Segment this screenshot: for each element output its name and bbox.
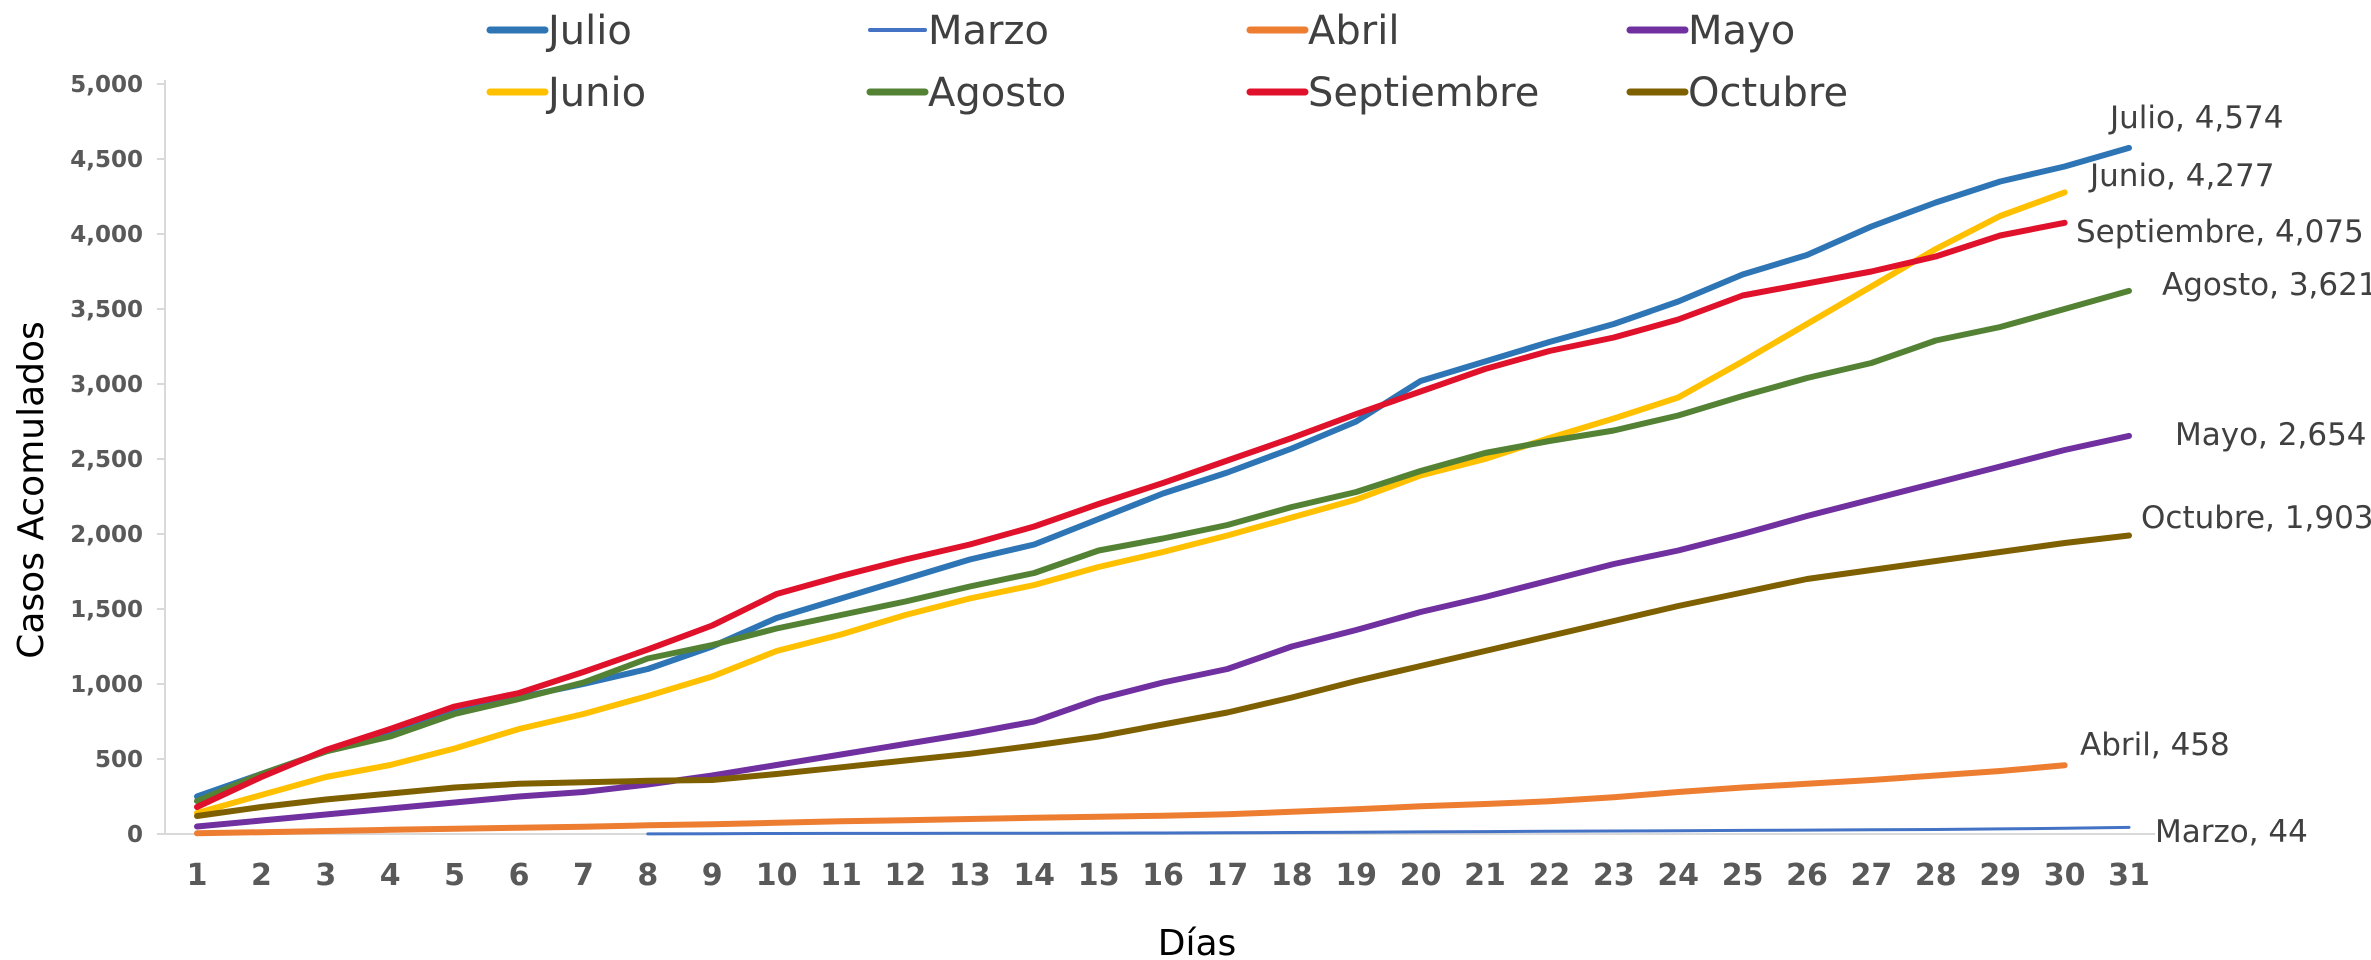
x-tick-label: 11 [820, 858, 862, 893]
legend-label: Julio [545, 8, 632, 54]
series-lines [194, 144, 2132, 837]
data-label-octubre: Octubre, 1,903 [2141, 500, 2371, 536]
data-label-marzo: Marzo, 44 [2155, 814, 2308, 850]
x-tick-label: 7 [573, 858, 594, 893]
legend-item-abril: Abril [1246, 8, 1399, 54]
legend-item-septiembre: Septiembre [1246, 70, 1539, 116]
legend-label: Mayo [1688, 8, 1795, 54]
legend-label: Abril [1308, 8, 1399, 54]
legend-item-junio: Junio [486, 70, 646, 116]
series-line-octubre [194, 532, 2132, 819]
series-line-septiembre [194, 219, 2068, 810]
series-line-abril [194, 762, 2068, 837]
legend-item-marzo: Marzo [868, 8, 1049, 54]
x-tick-label: 5 [444, 858, 465, 893]
legend: Julio Marzo Abril Mayo Junio Agosto Septiembre… [486, 8, 1848, 116]
y-tick-label: 1,500 [70, 597, 143, 623]
data-label-abril: Abril, 458 [2080, 727, 2230, 763]
y-tick-label: 1,000 [70, 672, 143, 698]
x-tick-label: 29 [1979, 858, 2021, 893]
y-tick-label: 0 [127, 822, 143, 848]
x-tick-label: 9 [702, 858, 723, 893]
x-tick-label: 8 [637, 858, 658, 893]
x-tick-label: 27 [1851, 858, 1893, 893]
legend-label: Junio [545, 70, 646, 116]
data-label-junio: Junio, 4,277 [2088, 158, 2274, 194]
x-tick-label: 10 [756, 858, 798, 893]
y-tick-label: 3,500 [70, 297, 143, 323]
series-line-agosto [194, 287, 2132, 804]
x-tick-label: 2 [251, 858, 272, 893]
legend-item-octubre: Octubre [1626, 70, 1848, 116]
x-tick-label: 20 [1400, 858, 1442, 893]
x-tick-label: 30 [2044, 858, 2086, 893]
x-tick-label: 31 [2108, 858, 2150, 893]
legend-label: Octubre [1688, 70, 1848, 116]
data-label-julio: Julio, 4,574 [2108, 100, 2283, 136]
x-tick-label: 17 [1207, 858, 1249, 893]
series-line-mayo [194, 432, 2132, 830]
x-tick-label: 18 [1271, 858, 1313, 893]
y-tick-label: 3,000 [70, 372, 143, 398]
x-tick-label: 13 [949, 858, 991, 893]
y-axis: 0 500 1,000 1,500 2,000 2,500 3,000 3,500 4,000 4… [70, 72, 166, 848]
x-tick-label: 19 [1335, 858, 1377, 893]
y-tick-label: 2,500 [70, 447, 143, 473]
data-label-agosto: Agosto, 3,621 [2162, 267, 2371, 303]
x-tick-label: 21 [1464, 858, 1506, 893]
x-tick-label: 23 [1593, 858, 1635, 893]
x-tick-label: 1 [187, 858, 208, 893]
y-tick-label: 500 [95, 747, 143, 773]
x-axis-label: Días [1158, 923, 1237, 960]
x-tick-label: 25 [1722, 858, 1764, 893]
x-tick-label: 3 [315, 858, 336, 893]
data-label-mayo: Mayo, 2,654 [2175, 417, 2367, 453]
x-tick-label: 14 [1013, 858, 1055, 893]
x-tick-label: 16 [1142, 858, 1184, 893]
series-line-junio [194, 189, 2068, 816]
y-tick-label: 4,000 [70, 222, 143, 248]
x-tick-label: 26 [1786, 858, 1828, 893]
y-tick-label: 5,000 [70, 72, 143, 98]
y-axis-label: Casos Acomulados [11, 321, 52, 659]
legend-label: Septiembre [1308, 70, 1539, 116]
x-axis: 1 2 3 4 5 6 7 8 9 10 11 12 13 14 15 16 17 18 19 20 21 22 23 24 2… [165, 833, 2155, 893]
series-line-marzo [646, 825, 2131, 836]
x-tick-label: 28 [1915, 858, 1957, 893]
x-tick-label: 6 [509, 858, 530, 893]
y-tick-label: 4,500 [70, 147, 143, 173]
y-tick-label: 2,000 [70, 522, 143, 548]
data-label-septiembre: Septiembre, 4,075 [2076, 214, 2364, 250]
x-tick-label: 22 [1529, 858, 1571, 893]
x-tick-label: 15 [1078, 858, 1120, 893]
legend-label: Agosto [928, 70, 1066, 116]
legend-item-agosto: Agosto [866, 70, 1066, 116]
legend-label: Marzo [928, 8, 1049, 54]
data-labels: Julio, 4,574 Marzo, 44 Abril, 458 Mayo, 2,6… [2076, 100, 2371, 850]
x-tick-label: 24 [1657, 858, 1699, 893]
legend-item-julio: Julio [486, 8, 632, 54]
x-tick-label: 4 [380, 858, 401, 893]
legend-item-mayo: Mayo [1626, 8, 1795, 54]
x-tick-label: 12 [885, 858, 927, 893]
